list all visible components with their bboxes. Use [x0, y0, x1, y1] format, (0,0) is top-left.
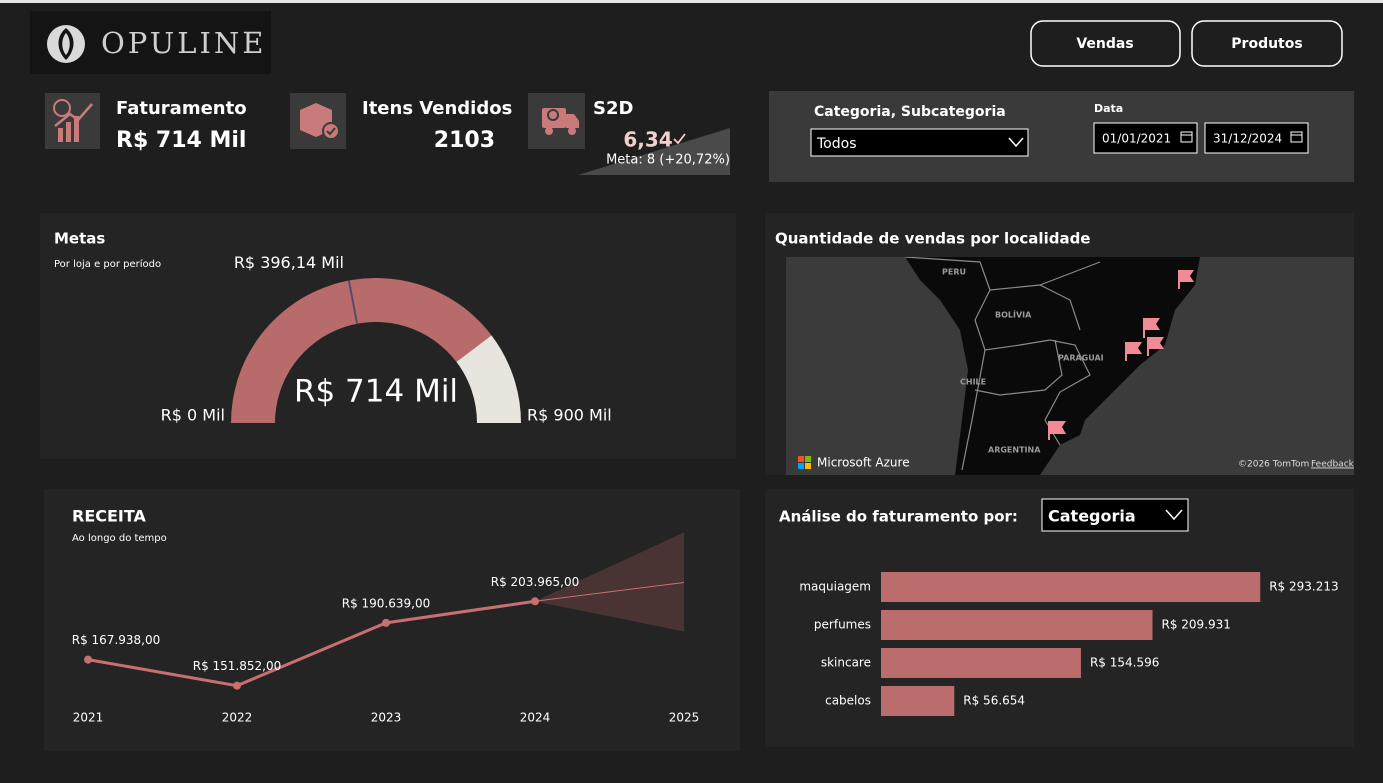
- nav-button[interactable]: [1030, 20, 1181, 67]
- chevron: [1165, 509, 1183, 521]
- map-label: CHILE: [960, 378, 986, 387]
- category-label: cabelos: [825, 694, 871, 708]
- gauge-target-label: R$ 396,14 Mil: [234, 253, 344, 272]
- map-pins: [1048, 270, 1194, 440]
- bar: [881, 572, 1261, 602]
- gauge-tick-label: R$ 0 Mil: [161, 406, 225, 425]
- point: [531, 597, 539, 606]
- kpi-value: 6,34: [623, 128, 672, 152]
- chart-title: Análise do faturamento por:: [779, 508, 1018, 526]
- x-tick-label: 2023: [371, 711, 402, 725]
- value-label: R$ 209.931: [1162, 618, 1231, 632]
- map-label: PARAGUAI: [1058, 354, 1104, 363]
- value-label: R$ 154.596: [1090, 656, 1159, 670]
- kpi-icon: [300, 103, 340, 140]
- category-label: maquiagem: [799, 580, 871, 594]
- kpi-title: S2D: [593, 98, 633, 119]
- line: [87, 599, 536, 688]
- gauge-rest-arc: [456, 335, 521, 423]
- filter-label: Categoria, Subcategoria: [814, 104, 1006, 120]
- x-tick-label: 2024: [520, 711, 551, 725]
- point: [382, 618, 390, 627]
- map-copyright: ©2026 TomTom: [1238, 460, 1309, 470]
- x-tick-label: 2021: [73, 711, 104, 725]
- dropdown[interactable]: [810, 128, 1029, 157]
- kpi-icon: [53, 99, 93, 142]
- kpi-value: 2103: [434, 128, 495, 153]
- bar: [881, 610, 1153, 640]
- bar: [881, 686, 955, 716]
- nav-button-label[interactable]: Vendas: [1076, 36, 1133, 52]
- map-label: PERU: [942, 268, 966, 277]
- value-label: R$ 293.213: [1269, 580, 1338, 594]
- value-label: R$ 190.639,00: [342, 596, 431, 610]
- gauge-target: [347, 280, 359, 324]
- top-strip: [0, 0, 1383, 3]
- x-tick-label: 2025: [669, 711, 700, 725]
- date-value[interactable]: 01/01/2021: [1102, 132, 1171, 146]
- kpi-title: Itens Vendidos: [362, 98, 512, 119]
- map[interactable]: PERU BOLÍVIA PARAGUAI CHILE ARGENTINA Mi…: [786, 257, 1355, 475]
- point: [84, 655, 92, 664]
- gauge-value-arc: [231, 278, 492, 423]
- logo-icon: [47, 25, 85, 63]
- map-title: Quantidade de vendas por localidade: [775, 230, 1090, 248]
- category-label: perfumes: [814, 618, 871, 632]
- category-label: skincare: [821, 656, 871, 670]
- date-input[interactable]: [1093, 122, 1198, 154]
- date-input[interactable]: [1204, 122, 1309, 154]
- value-label: R$ 167.938,00: [72, 633, 161, 647]
- value-label: R$ 203.965,00: [491, 575, 580, 589]
- kpi-title: Faturamento: [116, 98, 247, 119]
- forecast-band: [535, 532, 684, 632]
- x-tick-label: 2022: [222, 711, 253, 725]
- calendar-icon: [1290, 131, 1303, 143]
- gauge-panel: [40, 213, 736, 459]
- gauge-tick-label: R$ 900 Mil: [527, 406, 612, 425]
- map-brand: Microsoft Azure: [817, 456, 910, 470]
- kpi-icon-box: [45, 93, 100, 149]
- calendar-icon: [1180, 131, 1193, 143]
- chart-title: RECEITA: [72, 507, 147, 526]
- line-panel: [44, 489, 740, 751]
- kpi-note: Meta: 8 (+20,72%): [606, 153, 730, 168]
- value-label: R$ 151.852,00: [193, 659, 282, 673]
- map-label: ARGENTINA: [988, 446, 1041, 455]
- nav-button-label[interactable]: Produtos: [1231, 36, 1302, 52]
- date-value[interactable]: 31/12/2024: [1213, 132, 1282, 146]
- value-label: R$ 56.654: [963, 694, 1025, 708]
- dropdown[interactable]: [1041, 498, 1189, 532]
- nav-button[interactable]: [1191, 20, 1343, 67]
- ms-logo: [798, 456, 811, 469]
- bar: [881, 648, 1081, 678]
- check-icon: [673, 133, 686, 145]
- dropdown-value[interactable]: Categoria: [1048, 507, 1136, 526]
- logo-text: OPULINE: [101, 26, 266, 60]
- kpi-value: R$ 714 Mil: [116, 128, 246, 153]
- chart-title: Metas: [54, 230, 105, 248]
- map-feedback[interactable]: Feedback: [1311, 460, 1355, 470]
- forecast-line: [534, 581, 685, 602]
- dropdown-value[interactable]: Todos: [816, 136, 856, 152]
- chevron: [1008, 137, 1024, 148]
- chart-subtitle: Por loja e por período: [54, 258, 161, 270]
- kpi-icon: [542, 108, 579, 135]
- filter-label: Data: [1094, 102, 1123, 115]
- gauge-value-label: R$ 714 Mil: [294, 374, 458, 410]
- map-borders: [904, 257, 1101, 471]
- map-label: BOLÍVIA: [995, 309, 1032, 320]
- chart-subtitle: Ao longo do tempo: [72, 533, 167, 544]
- point: [233, 681, 241, 690]
- kpi-target-shape: [578, 128, 730, 175]
